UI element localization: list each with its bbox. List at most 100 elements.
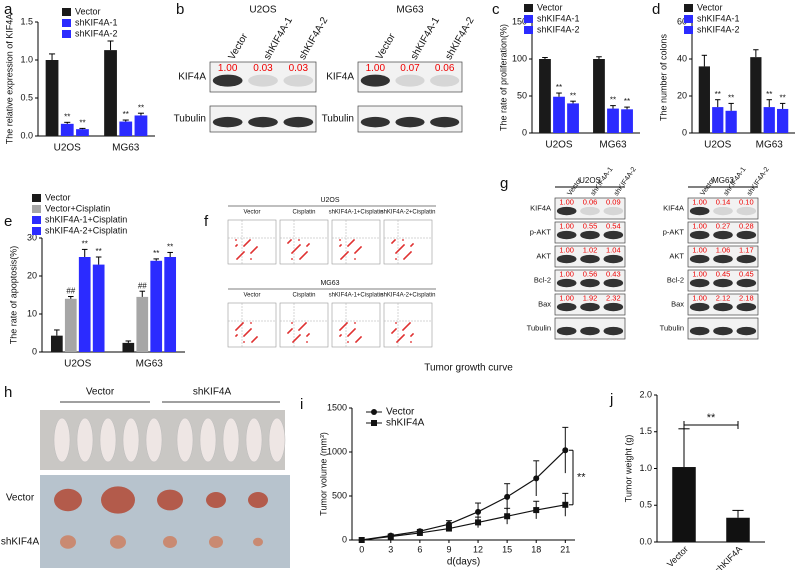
event-dot [412, 333, 414, 335]
flow-plot [331, 302, 381, 348]
panel-letter: h [4, 384, 12, 401]
blot-panel [209, 61, 317, 93]
band-value: 0.09 [606, 198, 621, 207]
band [736, 206, 757, 216]
bar [593, 59, 605, 133]
tumor [206, 492, 226, 508]
legend-label: shKIF4A-2+Cisplatin [45, 225, 127, 235]
band [556, 254, 577, 264]
error-bar [732, 509, 744, 518]
x-tick-label: U2OS [545, 140, 573, 151]
mouse [245, 417, 263, 463]
event-dot [256, 336, 258, 338]
bar [763, 107, 775, 133]
tumor [110, 535, 126, 549]
band-value: 1.17 [739, 246, 754, 255]
band [212, 116, 243, 128]
row-label: Vector [6, 493, 35, 504]
error-bar [81, 248, 88, 257]
x-tick-label: U2OS [704, 140, 732, 151]
band-value: 1.00 [692, 294, 707, 303]
y-axis-label: The rate of apoptosis(%) [8, 246, 18, 345]
condition-label: Vector [243, 210, 260, 216]
legend-marker [371, 409, 377, 415]
row-label: Bax [538, 299, 551, 308]
error-bar [715, 99, 721, 108]
tumor [209, 536, 223, 548]
event-dot [308, 333, 310, 335]
event-dot [249, 239, 251, 241]
significance: ** [715, 90, 721, 99]
band-value: 0.06 [435, 63, 455, 74]
mouse [268, 417, 286, 463]
band [556, 326, 577, 336]
error-bar [79, 127, 86, 130]
y-tick-label: 1.5 [639, 426, 652, 436]
panel-letter: i [300, 396, 303, 413]
error-bar [137, 112, 145, 116]
band-value: 0.43 [606, 270, 621, 279]
significance: ** [82, 240, 88, 249]
y-tick-label: 50 [517, 90, 527, 100]
significance: ** [64, 112, 70, 121]
y-axis-label: The relative expression of KIF4A [4, 14, 14, 145]
band-value: 1.00 [366, 63, 386, 74]
significance: ** [96, 247, 102, 256]
band-value: 1.00 [559, 222, 574, 231]
significance: ** [167, 243, 173, 252]
band [713, 278, 733, 288]
band [430, 74, 460, 87]
mouse [53, 417, 71, 463]
bar [92, 264, 105, 352]
band-value: 0.03 [289, 63, 309, 74]
y-axis-label: Tumor volume (mm³) [318, 432, 328, 516]
x-tick-label: U2OS [54, 143, 82, 154]
event-dot [250, 258, 252, 260]
tumor [248, 492, 268, 508]
event-dot [354, 328, 356, 330]
band [580, 302, 600, 312]
event-dot [236, 334, 238, 336]
band-value: 1.92 [583, 294, 598, 303]
band [212, 74, 243, 87]
row-label: Bax [671, 299, 684, 308]
bar [750, 57, 762, 133]
point [562, 447, 569, 454]
y-tick-label: 1.0 [639, 463, 652, 473]
event-dot [291, 258, 293, 260]
point [358, 537, 365, 543]
band-value: 2.12 [716, 294, 731, 303]
flow-plot [227, 302, 277, 348]
legend-label: shKIF4A-2 [537, 24, 580, 34]
error-bar [67, 296, 74, 299]
mouse [199, 417, 217, 463]
event-dot [409, 322, 411, 324]
band [580, 326, 600, 336]
tumor [163, 536, 177, 548]
y-tick-label: 40 [677, 53, 687, 63]
significance: ** [577, 471, 586, 483]
significance: ** [780, 94, 786, 103]
band [689, 230, 710, 240]
band-value: 1.00 [218, 63, 238, 74]
bar [621, 109, 633, 133]
photo-tumors [40, 475, 290, 568]
row-label: Tubulin [660, 323, 684, 332]
band [556, 278, 577, 288]
y-tick-label: 500 [332, 490, 347, 500]
condition-label: Vector [243, 293, 260, 299]
bar [45, 60, 59, 136]
point [416, 529, 423, 536]
group-label: Vector [86, 387, 115, 398]
y-tick-label: 1000 [327, 446, 347, 456]
y-tick-label: 100 [512, 53, 527, 63]
panel-letter: e [4, 213, 12, 230]
y-tick-label: 20 [27, 270, 37, 280]
point [533, 507, 540, 514]
row-label: KIF4A [530, 203, 551, 212]
legend-label: Vector+Cisplatin [45, 203, 110, 213]
band-value: 0.10 [739, 198, 754, 207]
x-axis-label: d(days) [447, 557, 480, 568]
y-tick-label: 150 [512, 16, 527, 26]
significance: ** [123, 110, 129, 119]
